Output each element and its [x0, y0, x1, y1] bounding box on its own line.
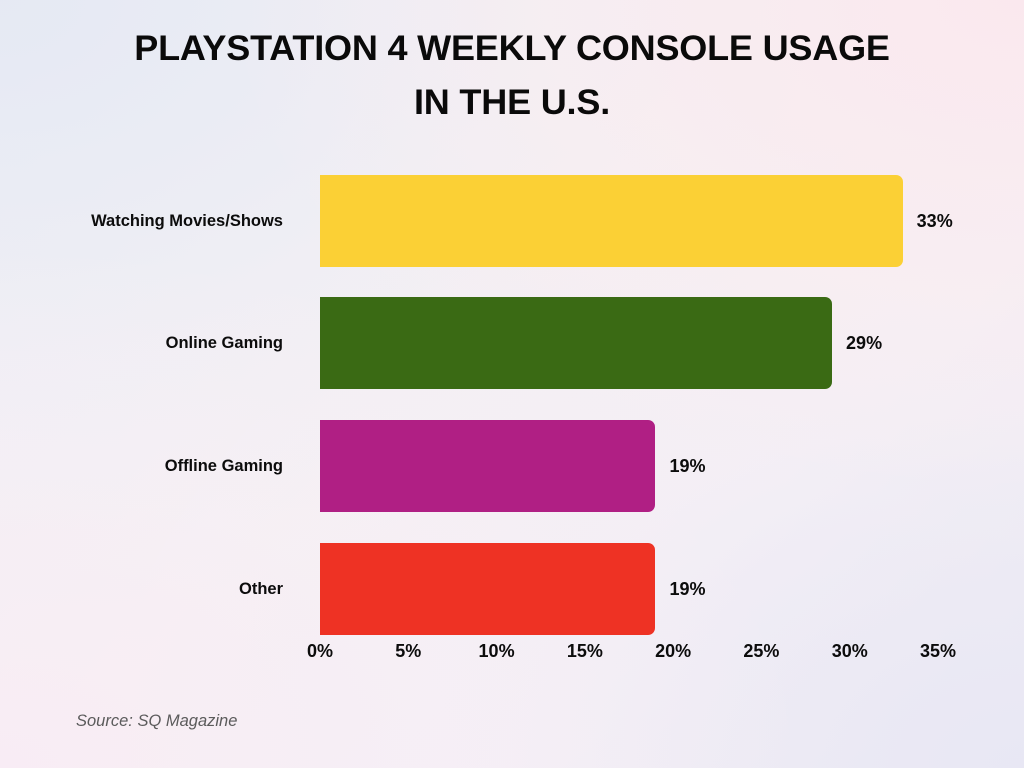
x-axis-tick: 25% [743, 641, 780, 661]
x-axis: 0% 5% 10% 15% 20% 25% 30% 35% [0, 634, 1024, 674]
page-title: PLAYSTATION 4 WEEKLY CONSOLE USAGE IN TH… [0, 22, 1024, 130]
bar-track [320, 297, 833, 389]
bar-row: Other 19% [0, 543, 1024, 635]
bar-category-label: Other [238, 580, 283, 598]
bar-track [320, 175, 903, 267]
bar-value-label: 19% [669, 456, 706, 476]
bar-category-label: Watching Movies/Shows [91, 212, 283, 230]
x-axis-tick: 5% [395, 641, 422, 661]
bar-row: Offline Gaming 19% [0, 420, 1024, 512]
bar-row: Online Gaming 29% [0, 297, 1024, 389]
bar-track [320, 420, 656, 512]
bar-4[interactable] [320, 543, 656, 635]
bar-category-label: Offline Gaming [164, 457, 283, 475]
bar-track [320, 543, 656, 635]
bar-row: Watching Movies/Shows 33% [0, 175, 1024, 267]
bar-value-label: 29% [846, 333, 883, 353]
x-axis-tick: 10% [478, 641, 515, 661]
x-axis-tick: 20% [655, 641, 692, 661]
bar-3[interactable] [320, 420, 656, 512]
bar-1[interactable] [320, 175, 903, 267]
x-axis-tick: 0% [306, 641, 333, 661]
x-axis-tick: 35% [919, 641, 957, 661]
source-note: Source: SQ Magazine [76, 712, 238, 730]
bar-category-label: Online Gaming [165, 334, 283, 352]
x-axis-tick: 15% [566, 641, 603, 661]
bar-2[interactable] [320, 297, 833, 389]
bar-value-label: 33% [916, 211, 953, 231]
x-axis-tick: 30% [831, 641, 868, 661]
title-line-1: PLAYSTATION 4 WEEKLY CONSOLE USAGE [134, 29, 890, 68]
bar-value-label: 19% [669, 579, 706, 599]
title-line-2: IN THE U.S. [413, 83, 611, 122]
